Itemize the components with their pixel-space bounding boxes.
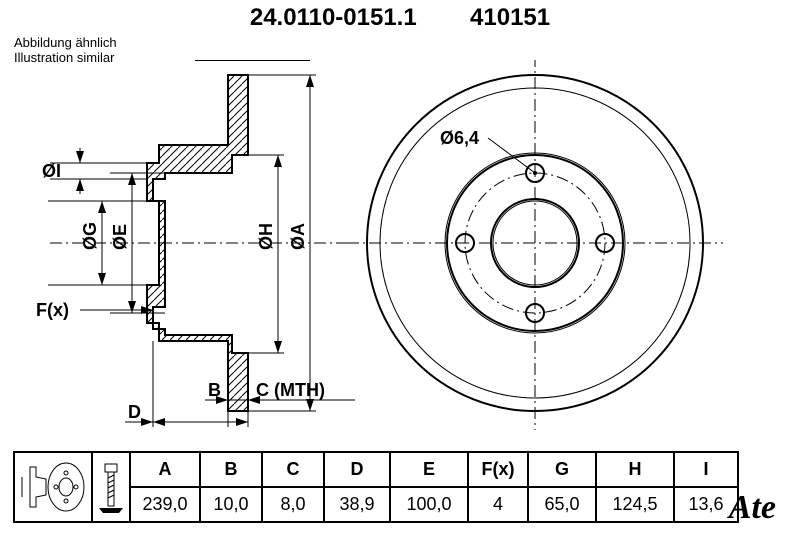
- dim-C: C (MTH): [256, 380, 325, 400]
- disc-icon: [18, 458, 88, 516]
- col-A: A: [130, 452, 200, 487]
- table-header-row: A B C D E F(x) G H I: [14, 452, 738, 487]
- col-D: D: [324, 452, 390, 487]
- col-G: G: [528, 452, 596, 487]
- val-C: 8,0: [262, 487, 324, 522]
- val-B: 10,0: [200, 487, 262, 522]
- disc-icon-cell: [14, 452, 92, 522]
- dim-B: B: [208, 380, 221, 400]
- dim-Fx: F(x): [36, 300, 69, 320]
- val-E: 100,0: [390, 487, 468, 522]
- val-I: 13,6: [674, 487, 738, 522]
- col-C: C: [262, 452, 324, 487]
- val-D: 38,9: [324, 487, 390, 522]
- dim-E: ØE: [110, 224, 130, 250]
- val-H: 124,5: [596, 487, 674, 522]
- technical-drawing: Ø6,4 ØA: [10, 60, 790, 430]
- bolt-dia-label: Ø6,4: [440, 128, 479, 148]
- col-E: E: [390, 452, 468, 487]
- short-code: 410151: [470, 4, 550, 31]
- col-H: H: [596, 452, 674, 487]
- dim-G: ØG: [80, 222, 100, 250]
- col-I: I: [674, 452, 738, 487]
- val-G: 65,0: [528, 487, 596, 522]
- dim-A: ØA: [288, 223, 308, 250]
- dim-I: ØI: [42, 161, 61, 181]
- val-Fx: 4: [468, 487, 528, 522]
- subtitle-de: Abbildung ähnlich: [14, 36, 117, 51]
- col-B: B: [200, 452, 262, 487]
- val-A: 239,0: [130, 487, 200, 522]
- bolt-icon: [95, 458, 127, 516]
- part-number: 24.0110-0151.1: [250, 4, 417, 31]
- col-Fx: F(x): [468, 452, 528, 487]
- dim-D: D: [128, 402, 141, 422]
- dimension-table: A B C D E F(x) G H I 239,0 10,0 8,0 38,9…: [13, 451, 739, 523]
- bolt-icon-cell: [92, 452, 130, 522]
- dim-H: ØH: [256, 223, 276, 250]
